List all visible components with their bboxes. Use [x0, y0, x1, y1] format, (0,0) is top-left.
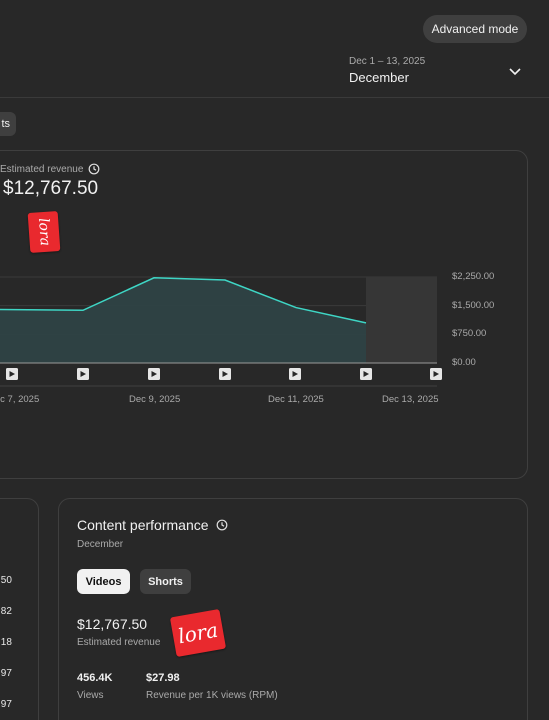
series-area — [0, 277, 366, 363]
metric-label-text: Estimated revenue — [0, 163, 84, 175]
left-card-value: .50 — [0, 575, 12, 586]
x-tick-label: Dec 9, 2025 — [129, 394, 181, 405]
content-performance-subtitle: December — [77, 539, 124, 550]
period-selector-value[interactable]: December — [349, 70, 409, 85]
play-glyph — [363, 371, 369, 377]
rpm-label: Revenue per 1K views (RPM) — [146, 690, 278, 701]
play-glyph — [9, 371, 15, 377]
filter-chip[interactable]: ts — [0, 112, 16, 136]
left-card-value: .82 — [0, 606, 12, 617]
x-tick-label: Dec 13, 2025 — [382, 394, 439, 405]
tab-shorts[interactable]: Shorts — [140, 569, 191, 594]
advanced-mode-button[interactable]: Advanced mode — [423, 15, 527, 43]
rpm-value: $27.98 — [146, 672, 180, 684]
views-label: Views — [77, 690, 104, 701]
play-glyph — [292, 371, 298, 377]
lora-sticker: lora — [169, 608, 227, 658]
chevron-down-icon[interactable] — [508, 64, 522, 78]
revenue-chart — [0, 276, 442, 387]
play-glyph — [80, 371, 86, 377]
play-glyph — [433, 371, 439, 377]
metric-label: Estimated revenue — [0, 163, 100, 175]
left-card-value: .97 — [0, 668, 12, 679]
metric-value: $12,767.50 — [3, 178, 99, 199]
content-revenue-label: Estimated revenue — [77, 637, 161, 648]
partial-period-region — [366, 277, 437, 363]
views-value: 456.4K — [77, 672, 113, 684]
content-revenue-value: $12,767.50 — [77, 616, 148, 632]
y-tick-label: $2,250.00 — [452, 271, 495, 282]
tab-videos[interactable]: Videos — [77, 569, 130, 594]
header: Advanced mode Dec 1 – 13, 2025 December — [0, 0, 549, 98]
y-tick-label: $1,500.00 — [452, 300, 495, 311]
content-performance-title-text: Content performance — [77, 517, 209, 533]
date-range-text[interactable]: Dec 1 – 13, 2025 — [349, 56, 426, 67]
sticker-text: lora — [35, 217, 53, 247]
left-card — [0, 498, 39, 720]
x-tick-label: Dec 11, 2025 — [268, 394, 324, 405]
y-tick-label: $750.00 — [452, 328, 487, 339]
play-glyph — [151, 371, 157, 377]
x-tick-label: Dec 7, 2025 — [0, 394, 40, 405]
clock-icon[interactable] — [88, 163, 100, 175]
play-glyph — [222, 371, 228, 377]
left-card-value: .97 — [0, 699, 12, 710]
lora-sticker: lora — [27, 211, 61, 253]
clock-icon[interactable] — [216, 519, 228, 531]
y-tick-label: $0.00 — [452, 357, 476, 368]
series-line — [0, 277, 367, 324]
content-performance-card — [58, 498, 528, 720]
content-performance-title: Content performance — [77, 517, 228, 533]
left-card-value: .18 — [0, 637, 12, 648]
